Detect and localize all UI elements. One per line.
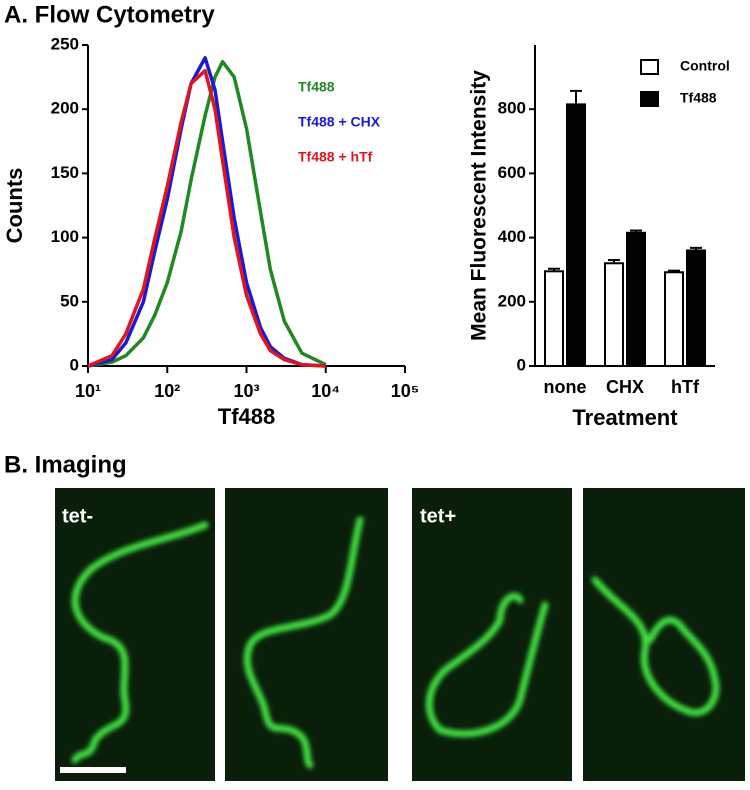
- cell: [591, 576, 720, 717]
- y-tick-label: 100: [51, 227, 79, 246]
- y-tick-label: 0: [70, 355, 79, 374]
- legend-label: Tf488: [680, 90, 717, 106]
- bar: [664, 271, 684, 368]
- bar: [626, 231, 646, 367]
- bar: [604, 262, 624, 367]
- x-tick-label: 10⁵: [391, 381, 419, 401]
- image-label: tet-: [62, 505, 93, 527]
- image-label: tet+: [420, 505, 456, 527]
- bar: [566, 103, 586, 367]
- y-tick-label: 600: [498, 163, 526, 182]
- cell: [425, 592, 549, 738]
- legend-label: Tf488 + CHX: [298, 114, 381, 130]
- x-tick-label: none: [544, 377, 587, 397]
- y-axis-label: Counts: [2, 168, 27, 244]
- bar: [686, 249, 706, 367]
- x-tick-label: 10¹: [75, 381, 101, 401]
- histogram-line: [87, 56, 326, 368]
- panel-title: B. Imaging: [4, 451, 127, 478]
- legend-label: Tf488: [298, 79, 335, 95]
- image-panel: [225, 488, 388, 781]
- panel-title: A. Flow Cytometry: [4, 1, 215, 28]
- cell: [243, 516, 364, 769]
- histogram-line: [87, 59, 327, 368]
- legend-swatch: [640, 91, 659, 107]
- y-tick-label: 200: [498, 291, 526, 310]
- micrographs: [55, 488, 745, 781]
- y-tick-label: 0: [517, 355, 526, 374]
- x-tick-label: 10²: [154, 381, 180, 401]
- x-axis-label: Treatment: [572, 405, 678, 430]
- y-tick-label: 200: [51, 99, 79, 118]
- image-panel: [55, 488, 215, 781]
- y-tick-label: 400: [498, 227, 526, 246]
- histogram-line: [87, 68, 326, 368]
- x-tick-label: 10⁴: [311, 381, 340, 401]
- legend-label: Tf488 + hTf: [298, 149, 373, 165]
- x-tick-label: 10³: [233, 381, 259, 401]
- scale-bar: [60, 767, 126, 773]
- y-tick-label: 150: [51, 163, 79, 182]
- cell: [71, 521, 209, 764]
- x-tick-label: hTf: [671, 377, 700, 397]
- x-axis-label: Tf488: [218, 404, 275, 429]
- y-axis-label: Mean Fluorescent Intensity: [468, 70, 491, 341]
- legend-swatch: [640, 59, 659, 75]
- x-tick-label: CHX: [606, 377, 644, 397]
- y-tick-label: 800: [498, 99, 526, 118]
- legend-label: Control: [680, 58, 730, 74]
- y-tick-label: 250: [51, 34, 79, 53]
- y-tick-label: 50: [60, 291, 79, 310]
- bar: [544, 270, 564, 367]
- image-panel: [583, 488, 745, 781]
